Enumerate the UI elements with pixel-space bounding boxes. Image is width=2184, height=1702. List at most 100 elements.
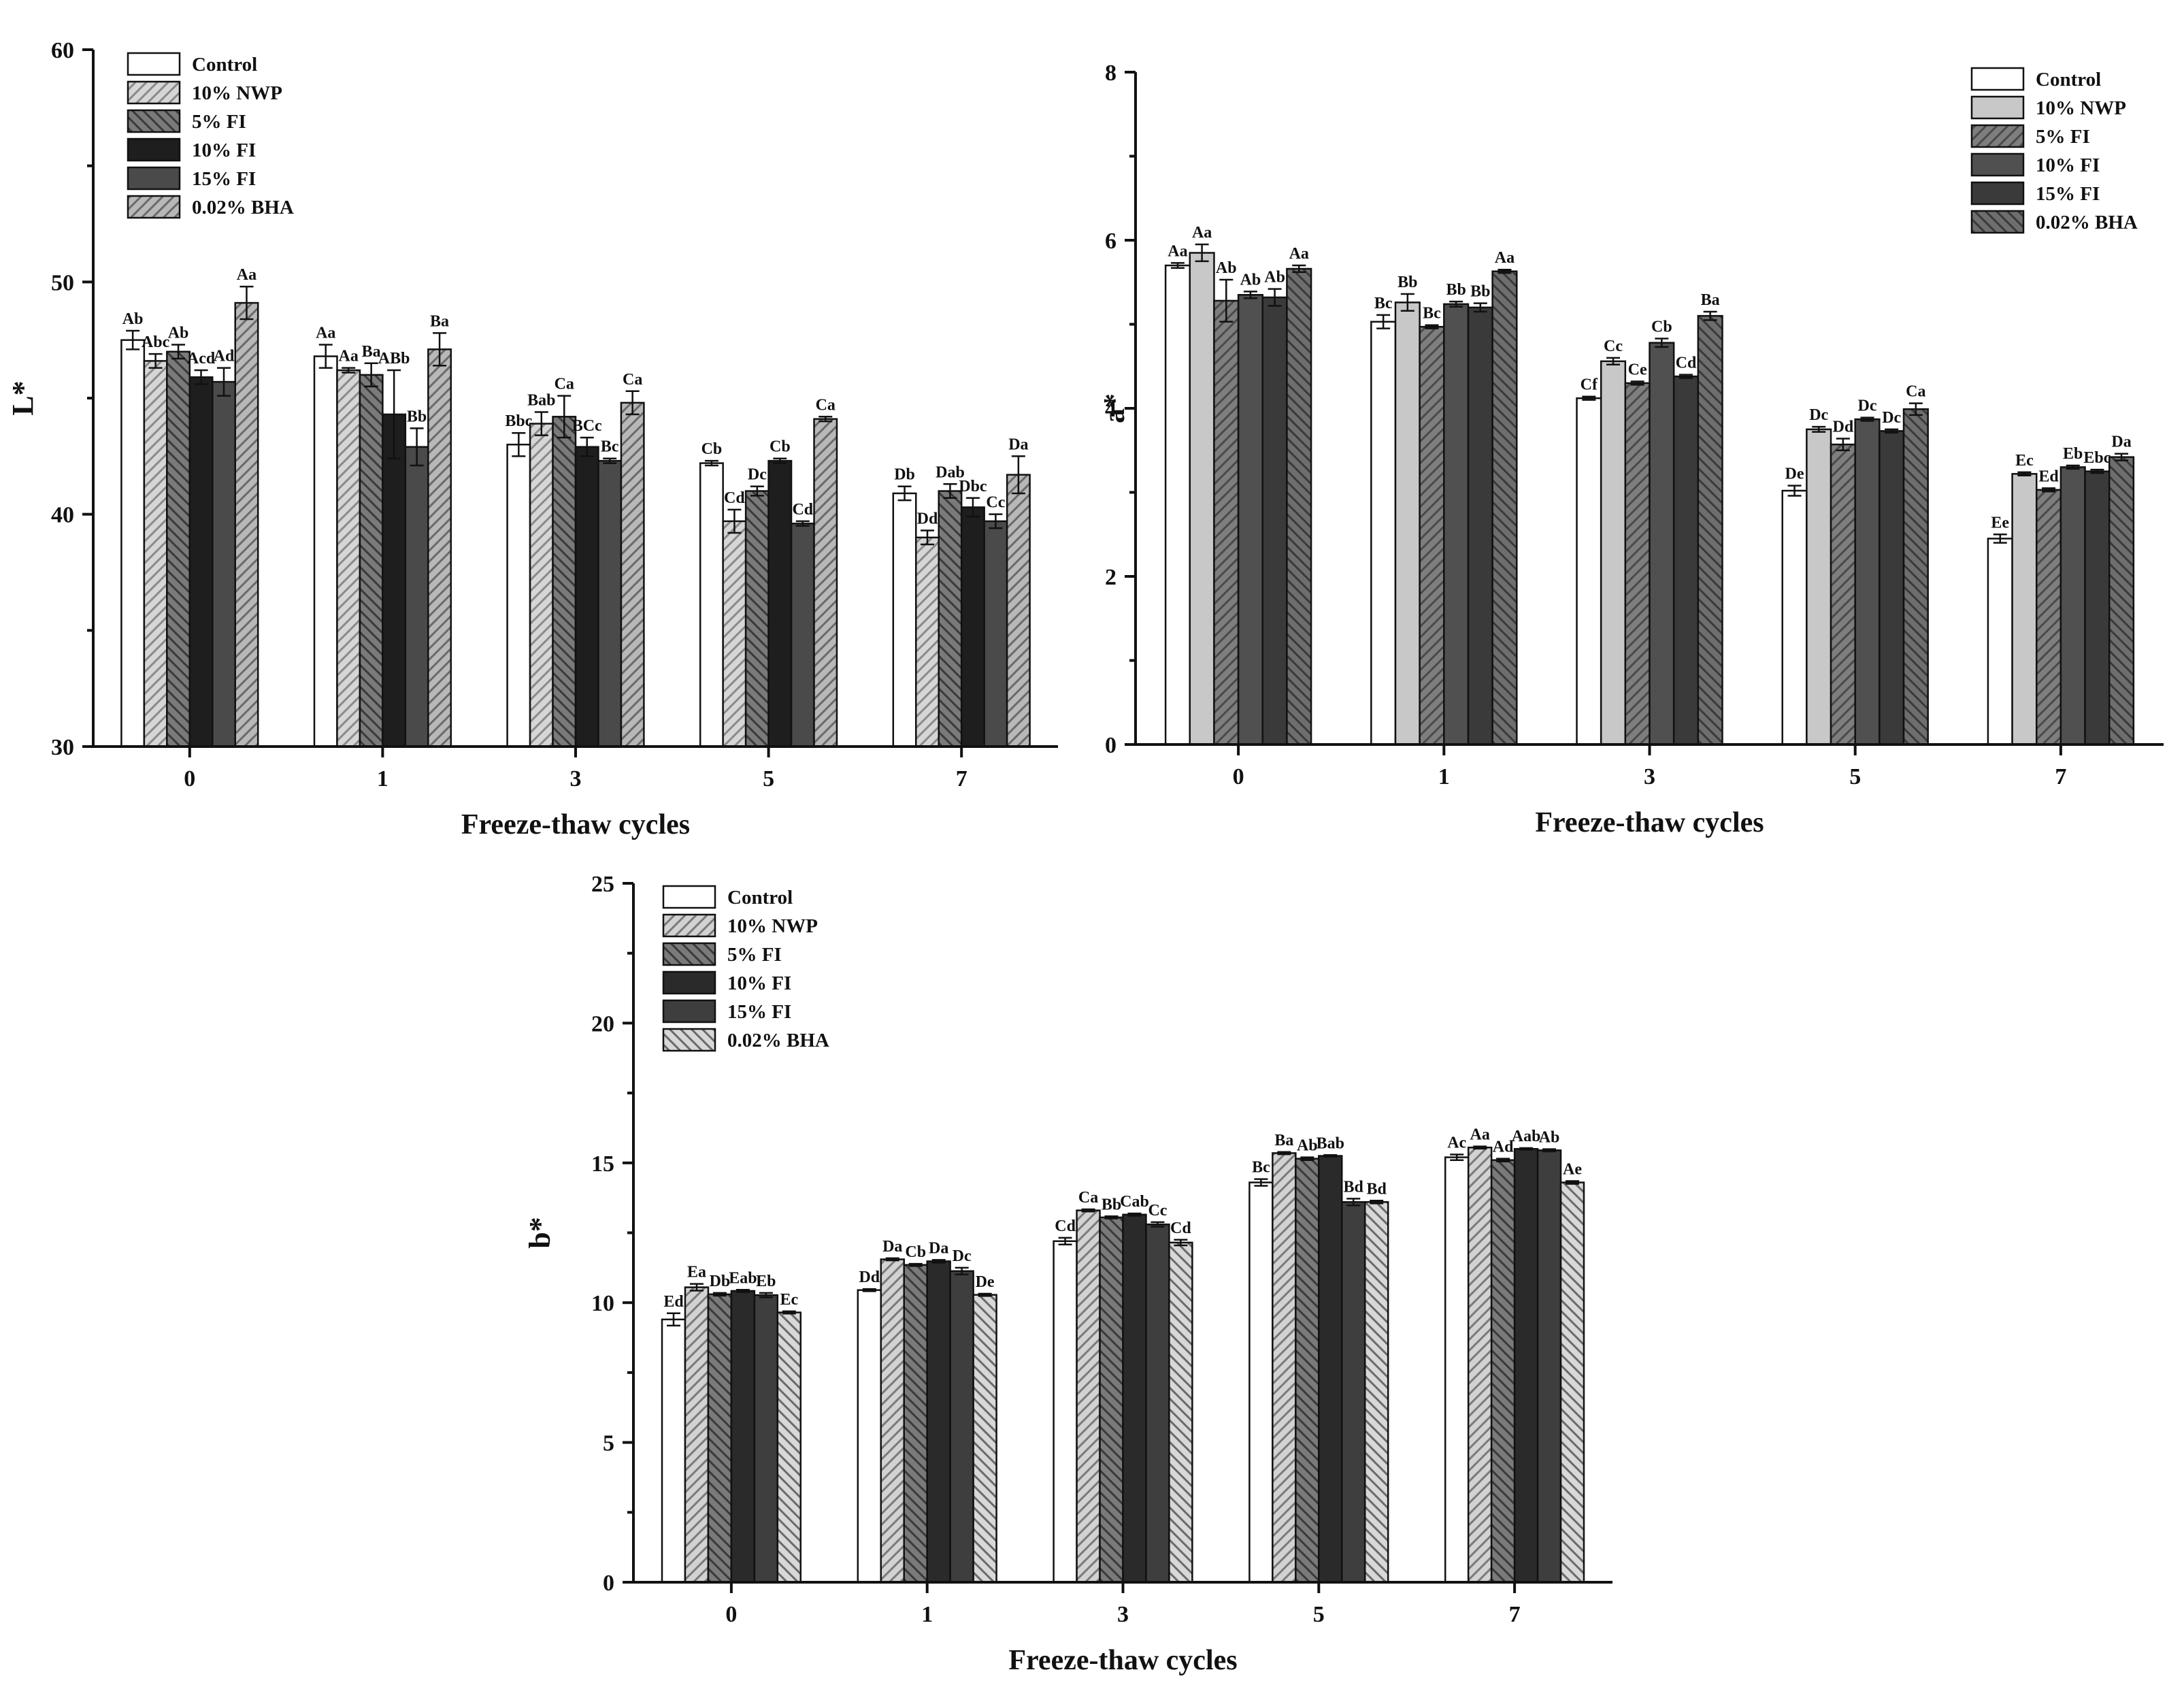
significance-label-b-0-3: Eab bbox=[729, 1269, 757, 1287]
legend-label-a-2: 5% FI bbox=[2036, 126, 2090, 148]
significance-label-L-0-3: Acd bbox=[187, 350, 216, 367]
significance-label-a-3-2: Dd bbox=[1833, 418, 1854, 436]
y-tick-label-b-0: 0 bbox=[603, 1571, 614, 1596]
error-bar-L-0-0 bbox=[126, 329, 140, 350]
bar-a-4-5 bbox=[2108, 456, 2135, 746]
error-bar-b-4-3 bbox=[1519, 1147, 1534, 1151]
significance-label-L-3-4: Cd bbox=[792, 501, 813, 519]
bar-a-1-5 bbox=[1491, 270, 1518, 746]
bar-L-4-3 bbox=[960, 506, 985, 748]
bar-b-3-1 bbox=[1272, 1152, 1297, 1584]
error-bar-b-1-3 bbox=[931, 1259, 946, 1264]
y-tick-label-L-1: 40 bbox=[51, 503, 74, 528]
error-bar-a-2-0 bbox=[1582, 395, 1596, 401]
error-bar-L-4-3 bbox=[965, 497, 980, 518]
significance-label-L-0-1: Abc bbox=[142, 333, 170, 351]
y-tick-label-L-0: 30 bbox=[51, 735, 74, 760]
error-bar-L-0-4 bbox=[216, 367, 231, 397]
error-bar-a-3-1 bbox=[1812, 425, 1826, 433]
significance-label-a-1-2: Bc bbox=[1423, 305, 1441, 323]
bar-L-0-5 bbox=[234, 301, 259, 748]
bar-a-1-3 bbox=[1443, 303, 1470, 746]
significance-label-a-3-5: Ca bbox=[1906, 383, 1925, 401]
error-bar-L-3-3 bbox=[773, 457, 787, 464]
error-bar-b-3-0 bbox=[1254, 1178, 1268, 1187]
error-bar-a-1-5 bbox=[1498, 268, 1512, 274]
significance-label-L-1-5: Ba bbox=[430, 312, 449, 330]
bar-L-3-0 bbox=[699, 462, 724, 748]
error-bar-a-1-0 bbox=[1376, 314, 1391, 329]
significance-label-b-2-3: Cab bbox=[1120, 1193, 1149, 1211]
y-tick-label-a-2: 4 bbox=[1105, 397, 1116, 422]
error-bar-a-4-5 bbox=[2115, 453, 2129, 461]
error-bar-b-0-0 bbox=[666, 1312, 680, 1327]
error-bar-L-1-1 bbox=[342, 367, 356, 374]
bar-L-3-4 bbox=[790, 523, 815, 748]
bar-b-3-3 bbox=[1318, 1155, 1343, 1584]
error-bar-b-0-4 bbox=[759, 1292, 773, 1298]
error-bar-a-2-3 bbox=[1655, 338, 1669, 348]
error-bar-L-1-4 bbox=[410, 427, 424, 467]
bar-a-0-2 bbox=[1213, 299, 1240, 746]
error-bar-a-0-4 bbox=[1268, 288, 1282, 307]
error-bar-b-2-4 bbox=[1151, 1221, 1165, 1228]
significance-label-a-4-4: Ebc bbox=[2083, 449, 2111, 467]
error-bar-a-2-5 bbox=[1703, 310, 1717, 321]
error-bar-b-1-2 bbox=[908, 1262, 923, 1267]
bar-b-3-0 bbox=[1248, 1181, 1274, 1584]
error-bar-b-1-5 bbox=[978, 1292, 992, 1297]
significance-label-L-3-5: Ca bbox=[816, 396, 835, 414]
bar-a-4-0 bbox=[1987, 538, 2013, 746]
significance-label-b-3-4: Bd bbox=[1344, 1178, 1364, 1196]
error-bar-L-2-3 bbox=[580, 436, 594, 457]
legend-b: Control 10% NWP 5% FI 10% FI 15% FI 0.02% BHA bbox=[662, 885, 829, 1052]
y-tick-label-b-2: 10 bbox=[591, 1291, 614, 1316]
x-tick-label-b-3: 5 bbox=[1313, 1602, 1325, 1627]
bar-L-2-1 bbox=[529, 423, 554, 748]
significance-label-L-4-2: Dab bbox=[936, 463, 965, 481]
bar-L-3-5 bbox=[813, 418, 838, 748]
bar-a-3-3 bbox=[1854, 418, 1881, 746]
error-bar-L-3-0 bbox=[704, 459, 718, 467]
significance-label-b-1-4: Dc bbox=[953, 1247, 972, 1265]
significance-label-a-1-1: Bb bbox=[1397, 274, 1417, 291]
legend-L: Control 10% NWP 5% FI 10% FI 15% FI 0.02% BHA bbox=[127, 52, 294, 219]
significance-label-a-2-2: Ce bbox=[1628, 361, 1647, 378]
error-bar-b-4-2 bbox=[1496, 1158, 1510, 1162]
significance-label-a-3-4: Dc bbox=[1882, 409, 1901, 427]
significance-label-L-3-2: Dc bbox=[748, 466, 767, 484]
bar-a-2-4 bbox=[1672, 375, 1700, 746]
legend-swatch-a-2 bbox=[1970, 124, 2025, 148]
legend-swatch-b-5 bbox=[662, 1028, 716, 1052]
error-bar-a-0-2 bbox=[1219, 278, 1234, 323]
y-tick-label-a-3: 6 bbox=[1105, 229, 1116, 254]
significance-label-b-4-2: Ad bbox=[1493, 1139, 1514, 1156]
error-bar-L-0-1 bbox=[148, 353, 163, 369]
legend-label-a-3: 10% FI bbox=[2036, 154, 2100, 176]
bar-a-2-2 bbox=[1624, 382, 1651, 746]
significance-label-a-3-0: De bbox=[1785, 465, 1804, 483]
significance-label-b-1-1: Da bbox=[882, 1238, 902, 1256]
legend-label-L-5: 0.02% BHA bbox=[192, 197, 294, 218]
significance-label-b-1-0: Dd bbox=[859, 1269, 880, 1286]
legend-swatch-L-2 bbox=[127, 109, 181, 133]
bar-b-0-4 bbox=[753, 1294, 779, 1584]
significance-label-a-3-3: Dc bbox=[1858, 397, 1877, 415]
bar-b-1-2 bbox=[903, 1264, 928, 1584]
significance-label-b-0-5: Ec bbox=[780, 1291, 798, 1309]
significance-label-L-3-1: Cd bbox=[724, 489, 745, 507]
legend-label-b-2: 5% FI bbox=[727, 944, 782, 966]
significance-label-b-0-2: Db bbox=[710, 1273, 731, 1290]
y-tick-label-b-1: 5 bbox=[603, 1431, 614, 1456]
significance-label-b-3-3: Bab bbox=[1317, 1134, 1344, 1152]
error-bar-b-0-5 bbox=[782, 1310, 796, 1315]
error-bar-L-4-1 bbox=[921, 529, 934, 546]
significance-label-b-2-1: Ca bbox=[1078, 1189, 1098, 1207]
significance-label-b-3-5: Bd bbox=[1367, 1180, 1387, 1198]
significance-label-L-2-1: Bab bbox=[527, 391, 555, 409]
bar-b-1-1 bbox=[880, 1258, 905, 1584]
significance-label-b-2-0: Cd bbox=[1055, 1217, 1076, 1235]
x-tick-label-L-2: 3 bbox=[570, 766, 582, 791]
error-bar-a-0-0 bbox=[1170, 262, 1185, 269]
significance-label-L-4-4: Cc bbox=[986, 494, 1005, 512]
